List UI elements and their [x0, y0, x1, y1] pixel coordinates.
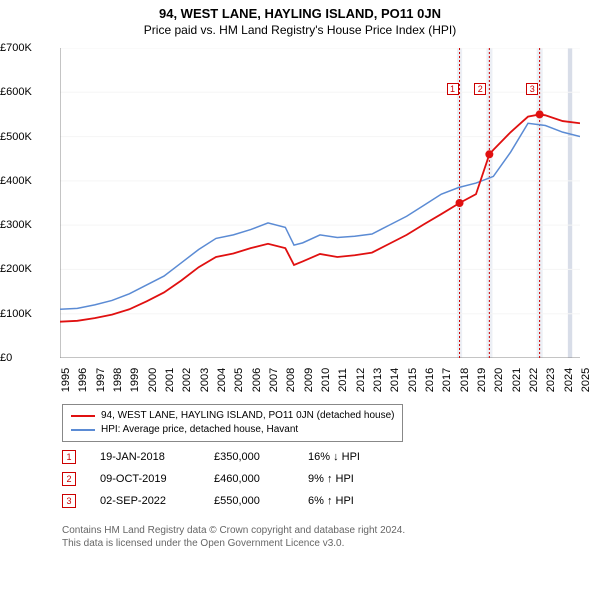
footer-attribution: Contains HM Land Registry data © Crown c… [62, 524, 405, 550]
events-table: 1 19-JAN-2018 £350,000 16% ↓ HPI 2 09-OCT-201… [62, 446, 398, 512]
x-tick-label: 1995 [60, 368, 72, 392]
legend-label: 94, WEST LANE, HAYLING ISLAND, PO11 0JN … [101, 409, 394, 423]
y-tick-label: £100K [0, 308, 56, 320]
x-tick-label: 2017 [441, 368, 453, 392]
event-marker: 2 [474, 83, 486, 95]
chart-svg [60, 48, 580, 358]
legend-item: HPI: Average price, detached house, Hava… [71, 423, 394, 437]
event-delta: 6% ↑ HPI [308, 495, 398, 507]
event-price: £460,000 [214, 473, 284, 485]
x-tick-label: 1998 [112, 368, 124, 392]
x-tick-label: 2014 [389, 368, 401, 392]
event-number: 2 [62, 472, 76, 486]
x-tick-label: 1997 [95, 368, 107, 392]
x-tick-label: 2018 [459, 368, 471, 392]
event-delta: 16% ↓ HPI [308, 451, 398, 463]
events-table-row: 3 02-SEP-2022 £550,000 6% ↑ HPI [62, 490, 398, 512]
event-price: £350,000 [214, 451, 284, 463]
page-title: 94, WEST LANE, HAYLING ISLAND, PO11 0JN [0, 0, 600, 21]
x-tick-label: 1996 [77, 368, 89, 392]
event-price: £550,000 [214, 495, 284, 507]
event-date: 19-JAN-2018 [100, 451, 190, 463]
plot-area [60, 48, 580, 358]
x-tick-label: 2024 [563, 368, 575, 392]
event-marker: 3 [526, 83, 538, 95]
events-table-row: 2 09-OCT-2019 £460,000 9% ↑ HPI [62, 468, 398, 490]
x-tick-label: 2004 [216, 368, 228, 392]
x-tick-label: 2021 [511, 368, 523, 392]
event-delta: 9% ↑ HPI [308, 473, 398, 485]
x-tick-label: 2001 [164, 368, 176, 392]
event-marker: 1 [447, 83, 459, 95]
footer-line2: This data is licensed under the Open Gov… [62, 537, 405, 550]
legend-swatch [71, 415, 95, 417]
x-tick-label: 2019 [476, 368, 488, 392]
x-tick-label: 2007 [268, 368, 280, 392]
page-subtitle: Price paid vs. HM Land Registry's House … [0, 23, 600, 37]
y-tick-label: £500K [0, 131, 56, 143]
y-tick-label: £600K [0, 86, 56, 98]
legend: 94, WEST LANE, HAYLING ISLAND, PO11 0JN … [62, 404, 403, 442]
x-tick-label: 2012 [355, 368, 367, 392]
y-tick-label: £300K [0, 219, 56, 231]
x-tick-label: 2013 [372, 368, 384, 392]
events-table-row: 1 19-JAN-2018 £350,000 16% ↓ HPI [62, 446, 398, 468]
x-tick-label: 2006 [251, 368, 263, 392]
x-tick-label: 2009 [303, 368, 315, 392]
footer-line1: Contains HM Land Registry data © Crown c… [62, 524, 405, 537]
event-date: 09-OCT-2019 [100, 473, 190, 485]
event-number: 3 [62, 494, 76, 508]
x-tick-label: 2008 [285, 368, 297, 392]
x-tick-label: 2020 [493, 368, 505, 392]
x-tick-label: 2023 [545, 368, 557, 392]
event-number: 1 [62, 450, 76, 464]
chart-container: 94, WEST LANE, HAYLING ISLAND, PO11 0JN … [0, 0, 600, 590]
x-tick-label: 2022 [528, 368, 540, 392]
x-tick-label: 2010 [320, 368, 332, 392]
x-tick-label: 1999 [129, 368, 141, 392]
legend-item: 94, WEST LANE, HAYLING ISLAND, PO11 0JN … [71, 409, 394, 423]
y-tick-label: £400K [0, 175, 56, 187]
y-tick-label: £0 [0, 352, 56, 364]
x-tick-label: 2005 [233, 368, 245, 392]
x-tick-label: 2003 [199, 368, 211, 392]
x-tick-label: 2002 [181, 368, 193, 392]
legend-swatch [71, 429, 95, 431]
x-tick-label: 2011 [337, 368, 349, 392]
event-date: 02-SEP-2022 [100, 495, 190, 507]
y-tick-label: £700K [0, 42, 56, 54]
y-tick-label: £200K [0, 263, 56, 275]
legend-label: HPI: Average price, detached house, Hava… [101, 423, 298, 437]
x-tick-label: 2025 [580, 368, 592, 392]
x-tick-label: 2015 [407, 368, 419, 392]
x-tick-label: 2000 [147, 368, 159, 392]
x-tick-label: 2016 [424, 368, 436, 392]
